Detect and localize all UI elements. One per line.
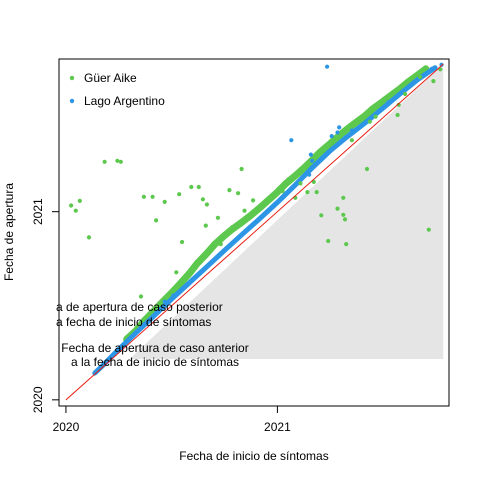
dense-points-layer: [92, 65, 438, 376]
point-guer-aike: [280, 189, 285, 194]
point-lago-argentino: [429, 66, 434, 71]
point-guer-aike: [286, 177, 291, 182]
point-guer-aike: [177, 192, 182, 197]
point-lago-argentino: [307, 172, 312, 177]
y-tick-label: 2021: [31, 198, 45, 225]
x-axis: 2020 2021: [53, 405, 291, 434]
point-guer-aike: [319, 213, 324, 218]
point-guer-aike: [230, 225, 235, 230]
point-lago-argentino: [335, 130, 340, 135]
x-tick-label: 2020: [53, 420, 80, 434]
point-guer-aike: [203, 223, 208, 228]
point-guer-aike: [344, 242, 349, 247]
x-axis-label: Fecha de inicio de síntomas: [179, 449, 328, 463]
x-tick-label: 2021: [264, 420, 291, 434]
point-guer-aike: [341, 195, 346, 200]
point-lago-argentino: [171, 293, 176, 298]
legend-dot-guer-aike: [69, 75, 75, 81]
point-guer-aike: [73, 208, 78, 213]
point-guer-aike: [115, 158, 120, 163]
point-guer-aike: [265, 197, 270, 202]
point-guer-aike: [141, 194, 146, 199]
legend-label-lago-argentino: Lago Argentino: [84, 94, 165, 108]
point-guer-aike: [196, 184, 201, 190]
point-guer-aike: [174, 270, 179, 275]
point-guer-aike: [251, 198, 256, 203]
point-lago-argentino: [162, 299, 167, 304]
y-tick-label: 2020: [31, 386, 45, 413]
point-guer-aike: [349, 138, 354, 143]
point-lago-argentino: [337, 125, 342, 130]
point-guer-aike: [86, 235, 92, 240]
point-lago-argentino: [439, 62, 444, 67]
point-guer-aike: [342, 217, 348, 222]
point-guer-aike: [305, 190, 310, 195]
point-guer-aike: [426, 227, 431, 232]
point-lago-argentino: [386, 100, 391, 105]
dense-band-lago-argentino: [92, 65, 438, 376]
point-guer-aike: [335, 206, 340, 211]
y-axis: 2020 2021: [31, 198, 60, 413]
identity-line: [65, 63, 444, 401]
point-guer-aike: [138, 294, 144, 299]
point-guer-aike: [239, 166, 244, 172]
point-guer-aike: [102, 159, 107, 164]
point-lago-argentino: [411, 80, 416, 85]
point-guer-aike: [298, 181, 303, 186]
point-guer-aike: [150, 194, 155, 199]
point-guer-aike: [162, 199, 167, 204]
point-guer-aike: [326, 238, 331, 244]
point-guer-aike: [154, 218, 159, 223]
point-lago-argentino: [289, 138, 294, 143]
dense-band-guer-aike: [123, 65, 430, 343]
point-guer-aike: [227, 188, 232, 193]
later-opening-region: [129, 64, 444, 359]
point-guer-aike: [373, 114, 378, 119]
region-note-lower-line2: a la fecha de inicio de síntomas: [71, 355, 239, 369]
legend-label-guer-aike: Güer Aike: [84, 71, 137, 85]
point-guer-aike: [314, 190, 319, 195]
point-guer-aike: [418, 74, 423, 80]
region-note-lower-line1: Fecha de apertura de caso anterior: [61, 341, 248, 355]
point-lago-argentino: [310, 158, 315, 163]
point-guer-aike: [242, 208, 247, 213]
point-guer-aike: [189, 184, 194, 190]
region-note-upper-line2: a fecha de inicio de síntomas: [56, 315, 211, 329]
point-lago-argentino: [355, 126, 360, 131]
point-guer-aike: [367, 119, 372, 124]
point-guer-aike: [118, 159, 123, 164]
point-lago-argentino: [325, 64, 330, 69]
y-axis-label: Fecha de apertura: [2, 183, 16, 281]
point-guer-aike: [396, 102, 401, 107]
point-lago-argentino: [329, 134, 334, 139]
point-guer-aike: [204, 202, 209, 207]
legend-dot-lago-argentino: [69, 98, 75, 104]
region-note-upper-line1: a de apertura de caso posterior: [56, 300, 223, 314]
point-guer-aike: [69, 203, 74, 208]
point-guer-aike: [395, 112, 400, 118]
point-guer-aike: [215, 215, 220, 220]
point-guer-aike: [180, 239, 185, 245]
point-lago-argentino: [349, 128, 354, 133]
point-guer-aike: [364, 166, 370, 172]
point-guer-aike: [218, 242, 223, 247]
point-guer-aike: [77, 198, 82, 203]
legend: Güer Aike Lago Argentino: [69, 71, 165, 108]
point-guer-aike: [200, 197, 205, 202]
point-guer-aike: [403, 91, 408, 97]
point-guer-aike: [341, 212, 346, 217]
point-lago-argentino: [308, 152, 313, 157]
point-guer-aike: [431, 79, 436, 84]
point-guer-aike: [236, 191, 241, 196]
scatter-points-layer: [69, 62, 444, 369]
